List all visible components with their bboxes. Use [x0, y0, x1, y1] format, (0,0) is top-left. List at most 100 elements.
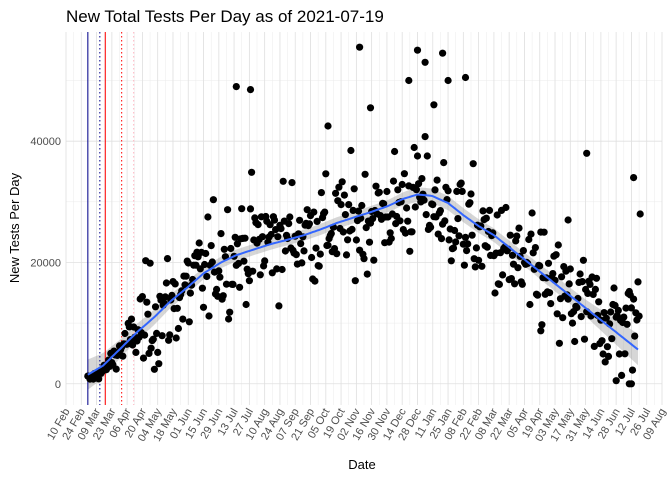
data-point	[324, 122, 332, 130]
data-point	[186, 289, 194, 297]
data-point	[144, 310, 152, 318]
data-point	[179, 315, 187, 323]
x-axis-title: Date	[348, 457, 375, 472]
data-point	[421, 133, 429, 141]
data-point	[310, 208, 318, 216]
data-point	[324, 241, 332, 249]
data-point	[623, 320, 631, 328]
data-point	[445, 236, 453, 244]
data-point	[163, 255, 172, 263]
data-point	[380, 200, 388, 208]
data-point	[527, 230, 535, 238]
data-point	[139, 354, 148, 362]
data-point	[317, 189, 325, 197]
data-point	[410, 143, 418, 152]
data-point	[553, 310, 561, 318]
data-point	[161, 293, 169, 301]
data-point	[408, 228, 416, 236]
data-point	[518, 280, 526, 288]
data-point	[154, 348, 162, 356]
data-point	[332, 189, 340, 197]
data-point	[338, 178, 346, 186]
data-point	[440, 159, 448, 167]
data-point	[202, 249, 210, 258]
data-point	[468, 231, 476, 239]
data-point	[564, 295, 572, 303]
data-point	[482, 214, 490, 222]
data-point	[469, 160, 477, 168]
data-point	[349, 206, 357, 214]
data-point	[601, 358, 609, 366]
data-point	[227, 244, 235, 253]
data-point	[396, 217, 404, 225]
data-point	[431, 186, 439, 194]
data-point	[506, 231, 514, 239]
data-point	[460, 261, 468, 269]
data-point	[590, 342, 598, 350]
data-point	[612, 377, 620, 385]
data-point	[205, 312, 213, 320]
data-point	[236, 283, 244, 291]
data-point	[467, 190, 475, 198]
data-point	[387, 234, 395, 243]
data-point	[441, 217, 449, 225]
data-point	[316, 250, 324, 258]
reference-lines	[87, 32, 135, 405]
data-point	[155, 360, 163, 368]
data-point	[447, 257, 455, 265]
data-point	[273, 265, 281, 273]
data-point	[308, 253, 316, 262]
data-point	[95, 375, 103, 383]
y-axis-ticks: 0 20000 40000	[30, 136, 61, 391]
data-point	[386, 229, 394, 237]
data-point	[592, 274, 601, 282]
data-point	[372, 182, 380, 190]
data-point	[578, 278, 586, 286]
data-point	[119, 352, 127, 360]
data-point	[427, 223, 435, 231]
data-point	[344, 236, 352, 244]
data-point	[340, 191, 348, 199]
data-point	[579, 256, 588, 264]
data-point	[403, 204, 411, 212]
data-point	[483, 243, 491, 251]
data-point	[418, 175, 426, 183]
data-point	[203, 272, 211, 281]
data-point	[166, 331, 174, 339]
data-point	[423, 152, 431, 160]
data-point	[555, 339, 564, 347]
data-point	[234, 259, 243, 268]
data-point	[286, 213, 294, 221]
data-point	[531, 244, 540, 252]
data-point	[335, 183, 343, 191]
data-point	[195, 239, 203, 247]
data-point	[537, 327, 545, 335]
data-point	[439, 49, 447, 57]
data-point	[420, 196, 428, 204]
data-point	[421, 58, 429, 66]
data-point	[222, 280, 231, 288]
data-point	[636, 210, 644, 218]
data-point	[405, 76, 413, 85]
data-point	[610, 284, 618, 292]
data-point	[412, 186, 420, 194]
data-point	[246, 205, 255, 213]
data-point	[607, 308, 615, 316]
data-point	[576, 270, 584, 278]
data-point	[536, 262, 544, 270]
data-point	[288, 179, 296, 187]
data-point	[604, 352, 613, 360]
data-point	[208, 258, 216, 266]
data-point	[526, 300, 534, 309]
data-point	[499, 271, 507, 279]
data-point	[458, 187, 466, 195]
data-point	[305, 220, 313, 228]
data-point	[347, 146, 355, 155]
data-point	[621, 350, 629, 358]
data-point	[361, 170, 369, 178]
data-point	[615, 350, 624, 358]
data-point	[258, 233, 267, 241]
data-point	[231, 233, 239, 241]
data-point	[525, 235, 533, 244]
data-point	[279, 177, 287, 185]
